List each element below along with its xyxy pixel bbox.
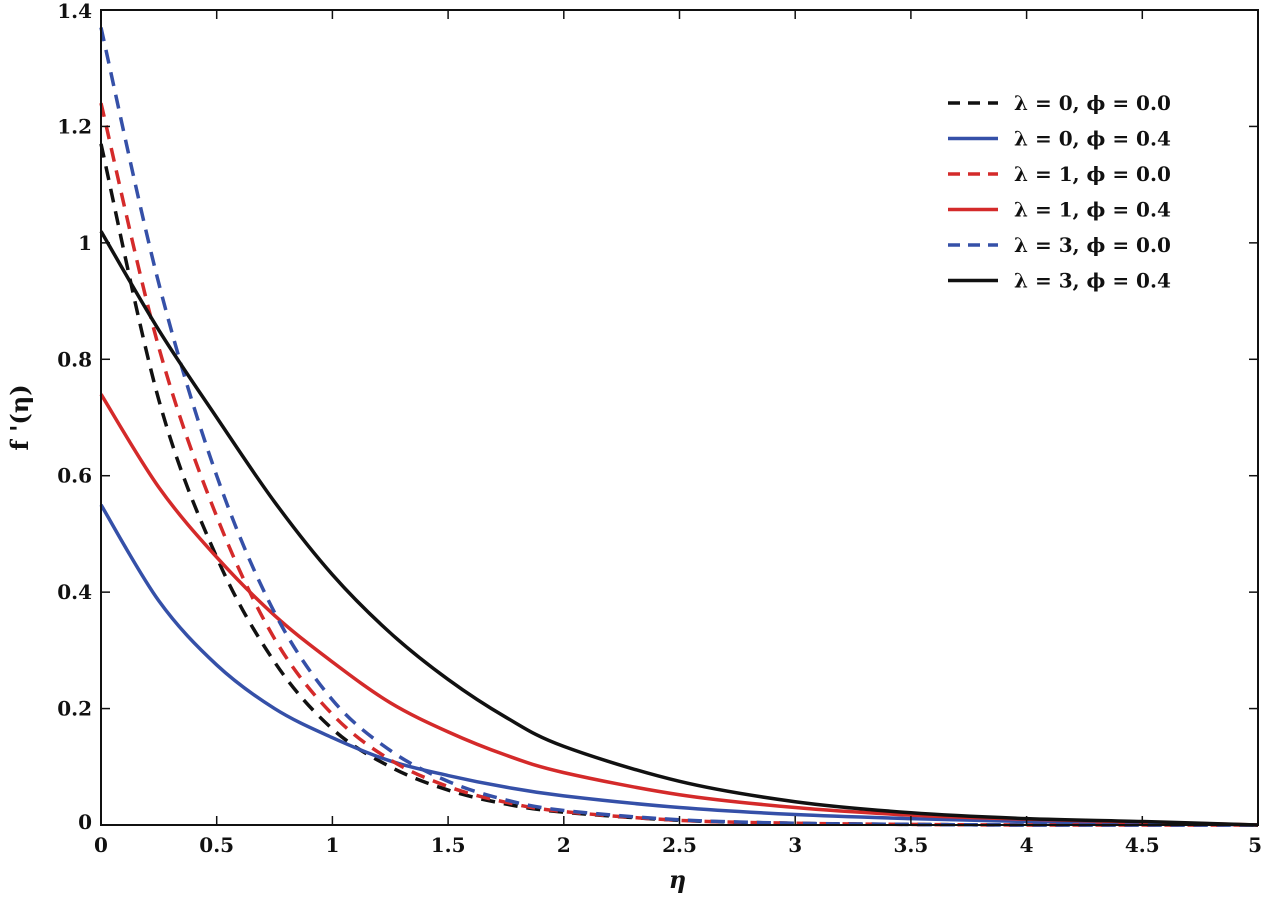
legend-label-1: λ = 0, ϕ = 0.0 <box>1014 91 1171 115</box>
x-tick-label: 0 <box>94 833 108 857</box>
y-tick-label: 0 <box>78 810 92 834</box>
y-tick-label: 0.6 <box>57 464 92 488</box>
x-tick-label: 3 <box>788 833 802 857</box>
x-tick-label: 0.5 <box>199 833 234 857</box>
axes-layer: 0 0.5 1 1.5 2 2.5 3 3.5 4 4.5 5 0 0.2 0.4 0.6 0.8 1 1.2 1.… <box>57 0 1262 857</box>
y-tick-label: 1.4 <box>57 0 92 23</box>
x-tick-label: 4 <box>1020 833 1034 857</box>
y-axis-label: f '(η) <box>5 384 34 450</box>
x-tick-label: 1 <box>325 833 339 857</box>
y-tick-label: 0.8 <box>57 347 92 371</box>
legend-label-2: λ = 0, ϕ = 0.4 <box>1014 127 1171 151</box>
legend-label-3: λ = 1, ϕ = 0.0 <box>1014 162 1171 186</box>
x-tick-label: 2.5 <box>662 833 697 857</box>
legend-label-6: λ = 3, ϕ = 0.4 <box>1014 269 1171 293</box>
series-line-2 <box>99 503 1259 827</box>
legend: λ = 0, ϕ = 0.0 λ = 0, ϕ = 0.4 λ = 1, ϕ = 0… <box>948 91 1171 293</box>
x-tick-label: 4.5 <box>1125 833 1160 857</box>
x-tick-label: 3.5 <box>894 833 929 857</box>
x-tick-label: 1.5 <box>431 833 466 857</box>
x-tick-label: 5 <box>1248 833 1262 857</box>
y-tick-label: 0.4 <box>57 580 92 604</box>
y-tick-label: 1 <box>78 231 92 255</box>
legend-label-5: λ = 3, ϕ = 0.0 <box>1014 233 1171 257</box>
y-tick-label: 1.2 <box>57 114 92 138</box>
x-axis-label: η <box>669 865 686 894</box>
series-line-6 <box>99 230 1259 827</box>
y-tick-label: 0.2 <box>57 697 92 721</box>
series-line-3 <box>99 102 1258 827</box>
x-tick-label: 2 <box>557 833 571 857</box>
legend-label-4: λ = 1, ϕ = 0.4 <box>1014 198 1171 222</box>
